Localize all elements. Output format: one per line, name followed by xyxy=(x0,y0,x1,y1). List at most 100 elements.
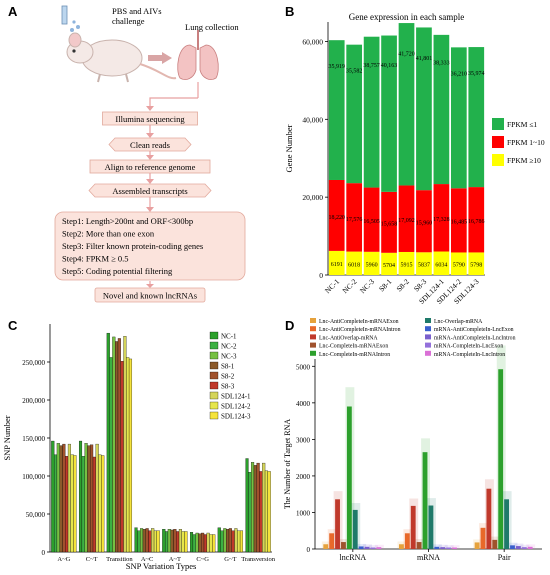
chart-b-bar-segment xyxy=(468,47,485,188)
final-step-box xyxy=(94,287,206,303)
chart-b-y-tick-label: 60,000 xyxy=(302,37,323,46)
lung-icon xyxy=(177,30,219,80)
chart-d-bar xyxy=(486,488,492,549)
chart-d-bar xyxy=(346,406,352,549)
chart-c-bar xyxy=(217,527,221,553)
chart-b-bar-segment xyxy=(433,251,450,275)
chart-b-x-tick-label: NC-1 xyxy=(323,277,341,295)
chart-d-bar xyxy=(341,542,346,549)
chart-b-gene-expression: Gene expression in each sample 0 20,000 40,… xyxy=(284,12,545,305)
chart-c-ylabel: SNP Number xyxy=(2,415,12,460)
chart-c-bar xyxy=(145,528,149,553)
chart-d-legend-label: Lnc-AntiCompleteIn-mRNAIntron xyxy=(319,327,401,333)
chart-c-bar xyxy=(209,534,213,553)
filter-step-text: Step3: Filter known protein-coding genes xyxy=(62,241,203,251)
chart-c-legend-label: S8-3 xyxy=(221,383,235,391)
chart-c-bar xyxy=(251,462,255,553)
chart-b-data-label: 15,960 xyxy=(416,220,433,226)
chart-b-data-label: 35,919 xyxy=(328,64,345,70)
chart-c-bar xyxy=(173,529,177,553)
chart-d-bar xyxy=(452,547,457,549)
chart-c-bar xyxy=(262,462,266,553)
chart-b-bar-segment xyxy=(433,34,450,185)
chart-c-bar xyxy=(78,440,83,553)
chart-c-bar xyxy=(259,471,263,553)
chart-b-data-label: 16,505 xyxy=(363,219,380,225)
filter-step-text: Step1: Length>200nt and ORF<300bp xyxy=(62,216,193,226)
chart-b-data-label: 17,328 xyxy=(433,217,450,223)
mouse-text-line1: PBS and AIVs xyxy=(112,6,162,16)
chart-d-bar xyxy=(352,509,358,549)
chart-c-y-tick-label: 200,000 xyxy=(22,397,45,405)
chart-c-bar xyxy=(62,443,66,553)
chart-c-bar xyxy=(59,445,63,553)
chart-c-bar xyxy=(162,529,166,553)
chart-d-bar xyxy=(492,539,498,549)
chart-b-bar-segment xyxy=(398,23,415,186)
chart-c-bar xyxy=(137,530,141,553)
chart-d-legend-label: mRNA-AntiCompleteIn-LncIntron xyxy=(434,335,516,341)
chart-b-data-label: 5798 xyxy=(470,263,482,269)
chart-c-xlabel: SNP Variation Types xyxy=(126,561,197,571)
chart-c-bar xyxy=(65,456,69,553)
chart-d-legend-swatch xyxy=(425,342,431,348)
filter-step-text: Step2: More than one exon xyxy=(62,229,155,239)
chart-c-bar xyxy=(90,444,94,553)
chart-c-legend-swatch xyxy=(209,401,219,410)
chart-b-data-label: 5837 xyxy=(418,263,430,269)
panel-label-b: B xyxy=(285,4,295,19)
chart-d-bar xyxy=(376,547,382,549)
chart-b-legend-swatch xyxy=(492,154,504,166)
chart-d-bar-halo xyxy=(450,545,460,549)
chart-d-bar xyxy=(358,546,364,549)
chart-b-data-label: 6034 xyxy=(435,262,447,268)
chart-b-y-tick-label: 40,000 xyxy=(302,115,323,124)
chart-d-target-rna: 0 1000 2000 3000 4000 5000 The Number of Targe… xyxy=(283,318,542,562)
chart-c-bar xyxy=(231,530,235,553)
chart-c-y-tick-label: 250,000 xyxy=(22,359,45,367)
chart-b-x-tick-label: NC-2 xyxy=(340,277,358,295)
chart-c-bar xyxy=(109,357,113,553)
final-step-text: Novel and known lncRNAs xyxy=(103,291,197,301)
chart-d-legend-label: mRNA-AntiCompleteIn-LncExon xyxy=(434,327,514,333)
chart-c-y-tick-label: 50,000 xyxy=(26,511,46,519)
chart-c-bar xyxy=(142,529,146,553)
chart-b-data-label: 35,582 xyxy=(346,68,363,74)
chart-b-data-label: 15,658 xyxy=(381,221,398,227)
chart-d-legend-swatch xyxy=(310,326,316,332)
chart-d-bar xyxy=(434,546,440,549)
chart-b-bar-segment xyxy=(398,185,415,252)
chart-c-bar xyxy=(128,358,133,553)
chart-c-bar xyxy=(184,531,188,553)
chart-b-bar-segment xyxy=(346,44,363,184)
chart-c-legend-swatch xyxy=(209,371,219,380)
chart-c-bar xyxy=(181,531,185,553)
chart-b-bar-segment xyxy=(416,252,432,275)
chart-c-bar xyxy=(220,530,224,553)
chart-b-data-label: 16,485 xyxy=(451,220,468,226)
chart-d-y-tick-label: 1000 xyxy=(296,509,311,517)
chart-c-bar xyxy=(239,530,244,553)
chart-d-legend-label: Lnc-Overlap-mRNA xyxy=(434,319,483,325)
chart-c-bar xyxy=(73,455,77,553)
chart-c-legend-swatch xyxy=(209,381,219,390)
chart-d-legend-label: Lnc-CompleteIn-mRNAIntron xyxy=(319,352,390,358)
chart-c-y-tick-label: 150,000 xyxy=(22,435,45,443)
chart-c-x-tick-label: A~G xyxy=(57,556,70,563)
mouse-illustration xyxy=(61,5,177,83)
chart-b-bar-segment xyxy=(328,179,345,251)
chart-d-legend-swatch xyxy=(425,334,431,340)
chart-c-legend-label: S8-1 xyxy=(221,363,235,371)
chart-c-bar xyxy=(212,534,216,553)
chart-c-bar xyxy=(165,531,169,553)
chart-d-bar-halo xyxy=(374,544,384,549)
chart-b-legend-label: FPKM ≥10 xyxy=(507,156,541,165)
chart-c-bar xyxy=(245,458,249,553)
chart-c-legend-label: SDL124-3 xyxy=(221,413,251,421)
chart-d-bar-halo xyxy=(526,544,536,549)
flow-step-box xyxy=(88,183,212,198)
filter-steps-box xyxy=(54,211,246,281)
chart-b-data-label: 17,092 xyxy=(398,218,415,224)
chart-b-legend-label: FPKM 1~10 xyxy=(507,138,545,147)
chart-d-x-tick-label: Pair xyxy=(498,553,511,562)
